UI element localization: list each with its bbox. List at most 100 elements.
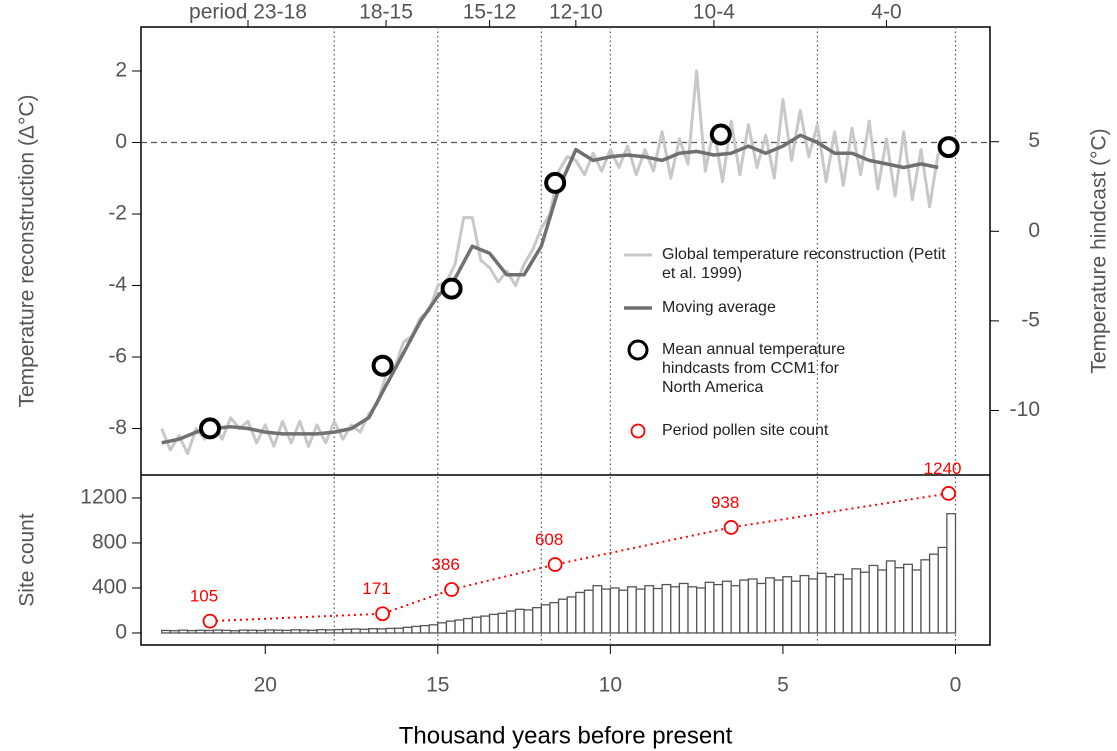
x-tick-label: 10 <box>599 674 622 697</box>
hindcast-point <box>937 136 960 159</box>
histogram-bar <box>506 610 517 634</box>
histogram-bar <box>678 582 689 634</box>
histogram-bar <box>169 630 180 634</box>
legend-label: Mean annual temperature hindcasts from C… <box>662 341 846 396</box>
y-tick-label: -2 <box>108 202 127 225</box>
histogram-bar <box>566 596 577 634</box>
histogram-bar <box>859 571 870 634</box>
histogram-bar <box>730 585 741 634</box>
histogram-bar <box>557 598 568 634</box>
count-point <box>723 520 739 535</box>
histogram-bar <box>713 583 724 634</box>
histogram-bar <box>255 629 266 634</box>
y-tick-label: 0 <box>115 621 127 644</box>
histogram-bar <box>186 629 197 634</box>
histogram-bar <box>497 612 508 634</box>
histogram-bar <box>834 573 844 634</box>
histogram-bar <box>342 628 353 634</box>
histogram-bar <box>903 563 913 634</box>
legend-entry: Moving average <box>662 299 776 316</box>
y-axis-title: Site count <box>16 513 39 607</box>
histogram-bar <box>532 606 542 634</box>
histogram-bar <box>523 609 534 634</box>
histogram-bar <box>549 601 560 634</box>
data-label: 1240 <box>924 459 962 478</box>
histogram-bar <box>601 588 612 634</box>
histogram-bar <box>825 576 836 634</box>
legend-entry: Global temperature reconstruction (Petit… <box>662 246 946 282</box>
histogram-bar <box>695 587 706 634</box>
count-point <box>547 557 563 572</box>
histogram-bar <box>394 627 404 634</box>
hindcast-point <box>199 417 222 440</box>
histogram-bar <box>445 620 456 634</box>
x-tick-label: 5 <box>777 674 789 697</box>
plot-frame <box>140 26 991 646</box>
histogram-bar <box>178 629 189 634</box>
histogram-bar <box>799 574 810 634</box>
histogram-bar <box>514 608 525 634</box>
histogram-bar <box>212 629 223 634</box>
histogram-bar <box>911 569 922 634</box>
histogram-bar <box>575 591 586 634</box>
y-axis-title: Temperature reconstruction (Δ°C) <box>16 94 39 407</box>
histogram-bar <box>773 579 784 634</box>
histogram-bar <box>247 629 258 634</box>
histogram-bar <box>816 572 827 634</box>
histogram-bar <box>652 587 663 634</box>
period-label: 12-10 <box>549 1 603 24</box>
period-label: 18-15 <box>359 1 413 24</box>
y-tick-label: -8 <box>108 416 127 439</box>
histogram-bar <box>411 625 422 634</box>
data-label: 171 <box>362 579 390 598</box>
histogram-bar <box>230 630 241 634</box>
histogram-bar <box>704 581 715 634</box>
histogram-bar <box>437 622 448 634</box>
count-point <box>202 613 218 629</box>
hindcast-point <box>709 123 732 146</box>
histogram-bar <box>307 629 318 634</box>
histogram-bar <box>480 615 491 634</box>
y-tick-label: 800 <box>92 531 127 554</box>
y-tick-label: 1200 <box>80 485 127 508</box>
histogram-bar <box>928 553 939 634</box>
histogram-bar <box>454 619 465 634</box>
period-label: 15-12 <box>463 1 517 24</box>
histogram-bar <box>324 629 335 634</box>
histogram-bar <box>644 585 655 634</box>
histogram-bar <box>583 589 594 634</box>
histogram-bar <box>808 578 819 634</box>
y-tick-label: 2 <box>115 59 127 82</box>
histogram-bar <box>419 624 430 634</box>
histogram-bar <box>281 629 292 634</box>
y2-tick-label: -10 <box>1010 398 1040 421</box>
histogram-bar <box>842 578 853 634</box>
data-label: 105 <box>190 587 218 606</box>
histogram-bar <box>592 585 603 634</box>
histogram-bar <box>238 629 249 634</box>
histogram-bar <box>463 617 473 634</box>
histogram-bar <box>626 586 637 634</box>
x-tick-label: 0 <box>950 674 962 697</box>
histogram-bar <box>946 513 957 634</box>
histogram-bar <box>204 629 215 634</box>
histogram-bar <box>937 546 948 634</box>
histogram-bar <box>868 564 879 634</box>
histogram-bar <box>635 588 646 634</box>
histogram-bar <box>488 613 499 634</box>
legend-label: Moving average <box>662 299 776 316</box>
histogram-bar <box>359 628 370 634</box>
count-point <box>375 606 390 622</box>
legend-label: Period pollen site count <box>662 422 829 439</box>
period-label: period 23-18 <box>189 1 307 24</box>
histogram-bar <box>851 568 862 634</box>
histogram-bar <box>273 629 284 634</box>
legend-entry: Mean annual temperature hindcasts from C… <box>662 341 846 396</box>
legend: Global temperature reconstruction (Petit… <box>624 246 946 439</box>
histogram-bar <box>609 587 620 634</box>
y-tick-label: -6 <box>108 345 127 368</box>
histogram-bar <box>747 578 758 634</box>
histogram-bar <box>161 629 171 634</box>
